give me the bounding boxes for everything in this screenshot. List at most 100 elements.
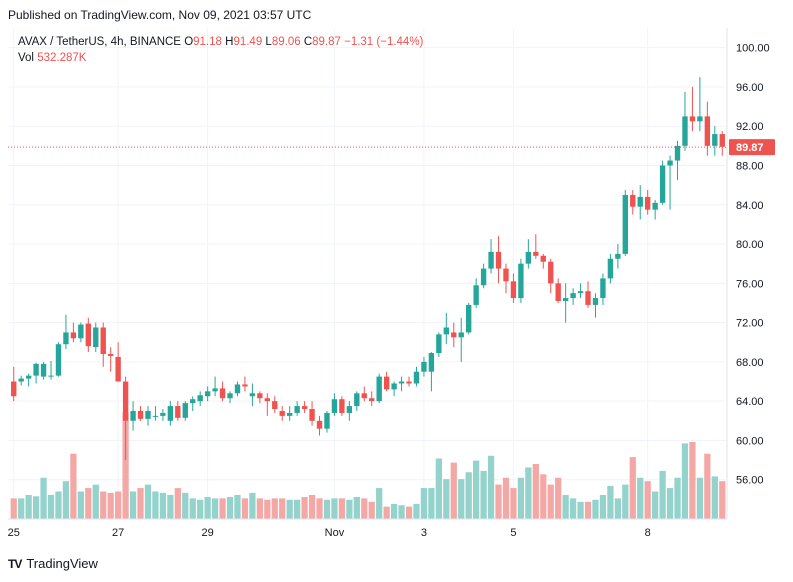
candle-body[interactable] [137,410,144,419]
candle-body[interactable] [264,398,270,402]
candle-body[interactable] [406,381,412,384]
candle-body[interactable] [257,393,263,399]
candle-body[interactable] [301,406,308,410]
candle-body[interactable] [197,395,203,402]
price-axis-label[interactable]: 76.00 [736,278,764,290]
chart-area[interactable]: 100.00 96.00 92.00 88.00 84.00 80.00 76.00 72.0… [8,28,782,548]
volume-label[interactable]: Vol [18,52,34,64]
candle-body[interactable] [555,283,561,301]
candle-body[interactable] [697,116,703,122]
price-axis-label[interactable]: 64.00 [736,396,764,408]
price-axis-label[interactable]: 56.00 [736,475,764,487]
candle-body[interactable] [152,415,159,417]
candle-body[interactable] [659,165,666,203]
candle-body[interactable] [719,134,725,147]
time-axis-label[interactable]: 3 [421,527,427,539]
candle-body[interactable] [503,268,509,282]
candle-body[interactable] [234,384,241,394]
candle-body[interactable] [190,399,196,404]
candle-body[interactable] [473,285,479,305]
candle-body[interactable] [421,361,427,372]
price-axis-label[interactable]: 88.00 [736,160,764,172]
candle-body[interactable] [324,412,330,429]
candle-body[interactable] [249,393,256,397]
candle-body[interactable] [525,251,532,264]
candle-body[interactable] [242,384,248,387]
time-axis-label[interactable]: 27 [112,527,124,539]
candle-body[interactable] [18,378,24,382]
price-axis-label[interactable]: 100.00 [736,43,770,55]
time-axis-label[interactable]: 29 [202,527,214,539]
candle-body[interactable] [495,251,502,269]
candle-body[interactable] [518,263,524,299]
candle-body[interactable] [622,194,628,254]
candle-body[interactable] [48,375,54,377]
candle-body[interactable] [562,298,569,301]
candle-body[interactable] [704,116,711,146]
symbol-label[interactable]: AVAX / TetherUS, 4h, BINANCE [18,36,181,48]
candle-body[interactable] [346,406,353,413]
candle-body[interactable] [85,323,91,347]
candle-body[interactable] [376,376,382,402]
candle-body[interactable] [667,160,673,166]
candle-body[interactable] [331,399,338,413]
candle-body[interactable] [451,332,457,338]
candle-body[interactable] [712,134,718,146]
price-axis-label[interactable]: 72.00 [736,318,764,330]
candle-body[interactable] [466,304,472,333]
candle-body[interactable] [63,332,69,345]
candle-body[interactable] [391,383,397,390]
price-axis-label[interactable]: 68.00 [736,357,764,369]
candle-body[interactable] [40,363,47,377]
candle-body[interactable] [93,327,99,348]
candle-body[interactable] [443,327,449,335]
candlestick-chart[interactable]: 100.00 96.00 92.00 88.00 84.00 80.00 76.00 72.0… [8,28,782,548]
candle-body[interactable] [175,406,181,418]
candle-body[interactable] [70,332,77,339]
candle-body[interactable] [488,251,494,269]
candle-body[interactable] [108,354,114,356]
candle-body[interactable] [585,291,591,305]
candle-body[interactable] [272,401,278,410]
candle-body[interactable] [78,324,84,339]
candle-body[interactable] [55,344,62,376]
candle-body[interactable] [600,278,606,299]
candle-body[interactable] [339,399,345,413]
candle-body[interactable] [540,255,546,262]
candle-body[interactable] [674,145,681,161]
candle-body[interactable] [637,196,643,207]
candle-body[interactable] [383,376,390,390]
candle-body[interactable] [130,410,136,421]
time-axis-label[interactable]: 8 [645,527,651,539]
price-axis-label[interactable]: 96.00 [736,82,764,94]
time-axis-label[interactable]: 5 [510,527,516,539]
price-axis-label[interactable]: 84.00 [736,200,764,212]
candle-body[interactable] [100,327,106,355]
candle-body[interactable] [413,371,420,384]
candle-body[interactable] [279,410,285,416]
candle-body[interactable] [570,293,576,299]
candle-body[interactable] [145,410,151,419]
tradingview-logo[interactable]: TV TradingView [8,556,98,571]
candle-body[interactable] [33,363,39,376]
candle-body[interactable] [204,391,211,397]
candle-body[interactable] [354,393,360,407]
candle-body[interactable] [122,381,129,421]
candle-body[interactable] [309,409,315,421]
candle-body[interactable] [25,375,32,379]
candle-body[interactable] [645,196,651,210]
candle-body[interactable] [577,291,584,294]
candle-body[interactable] [428,353,435,372]
candle-body[interactable] [548,261,554,284]
time-axis-label[interactable]: Nov [325,527,345,539]
candle-body[interactable] [219,388,226,399]
candle-body[interactable] [682,116,688,146]
candle-body[interactable] [436,334,442,354]
candle-body[interactable] [212,388,218,392]
candle-body[interactable] [607,258,614,279]
candle-body[interactable] [287,412,293,416]
candle-body[interactable] [689,116,696,122]
candle-body[interactable] [480,268,487,286]
candle-body[interactable] [316,420,323,429]
candle-body[interactable] [11,381,17,397]
